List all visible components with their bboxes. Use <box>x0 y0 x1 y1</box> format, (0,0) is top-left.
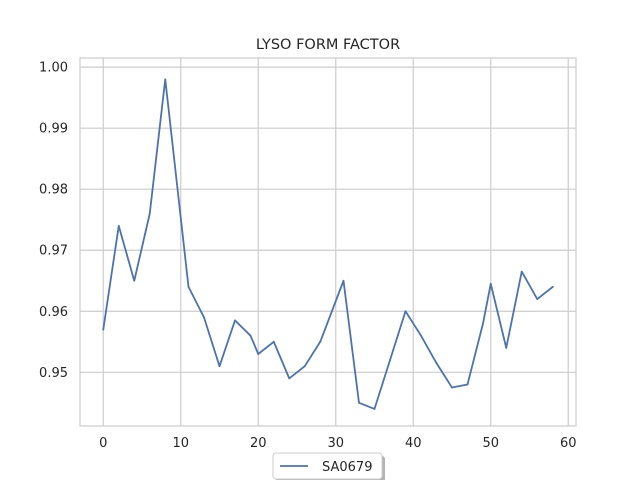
data-point <box>451 386 453 389</box>
data-point <box>164 78 167 81</box>
data-point <box>389 359 391 361</box>
data-point <box>420 334 422 337</box>
x-tick-label: 50 <box>482 436 499 451</box>
data-point <box>234 319 236 322</box>
x-tick-label: 30 <box>327 436 344 451</box>
data-point <box>288 377 291 380</box>
data-point <box>489 282 492 285</box>
series-group <box>102 78 554 410</box>
data-point <box>187 285 190 288</box>
plot-area <box>80 58 576 426</box>
data-point <box>505 346 508 349</box>
data-point <box>319 340 322 343</box>
plot-frame <box>79 57 577 427</box>
data-point <box>272 340 275 343</box>
grid-lines <box>80 58 576 426</box>
data-point <box>342 279 345 282</box>
chart-title: LYSO FORM FACTOR <box>256 37 400 53</box>
data-point <box>117 224 120 227</box>
data-point <box>435 362 438 365</box>
legend: SA0679 <box>272 452 385 480</box>
data-point <box>551 285 554 288</box>
x-tick-label: 10 <box>172 436 189 451</box>
data-point <box>482 322 484 325</box>
data-point <box>404 310 407 313</box>
y-tick-label: 0.97 <box>39 244 68 259</box>
data-point <box>218 365 221 368</box>
data-point <box>466 383 469 386</box>
legend-box <box>272 452 383 480</box>
x-tick-label: 20 <box>250 436 267 451</box>
x-tick-label: 0 <box>99 436 107 451</box>
x-tick-label: 60 <box>560 436 577 451</box>
data-point <box>303 365 306 368</box>
y-tick-label: 0.96 <box>39 305 68 320</box>
data-point <box>102 328 105 331</box>
y-tick-label: 1.00 <box>39 61 68 76</box>
data-point <box>257 353 260 355</box>
data-point <box>148 212 151 215</box>
data-point <box>520 270 523 273</box>
y-tick-label: 0.95 <box>39 366 68 381</box>
y-tick-label: 0.99 <box>39 122 68 137</box>
y-tick-label: 0.98 <box>39 183 68 198</box>
data-point <box>203 316 205 319</box>
series-line <box>102 78 554 410</box>
y-axis: 0.95 0.96 0.97 0.98 0.99 1.00 <box>39 61 68 381</box>
data-point <box>536 298 539 300</box>
x-tick-label: 40 <box>405 436 422 451</box>
data-point <box>249 334 252 337</box>
data-point <box>133 279 136 282</box>
data-point <box>373 408 376 410</box>
data-point <box>358 401 360 404</box>
legend-label: SA0679 <box>322 460 372 475</box>
x-axis: 0 10 20 30 40 50 60 <box>99 436 576 451</box>
